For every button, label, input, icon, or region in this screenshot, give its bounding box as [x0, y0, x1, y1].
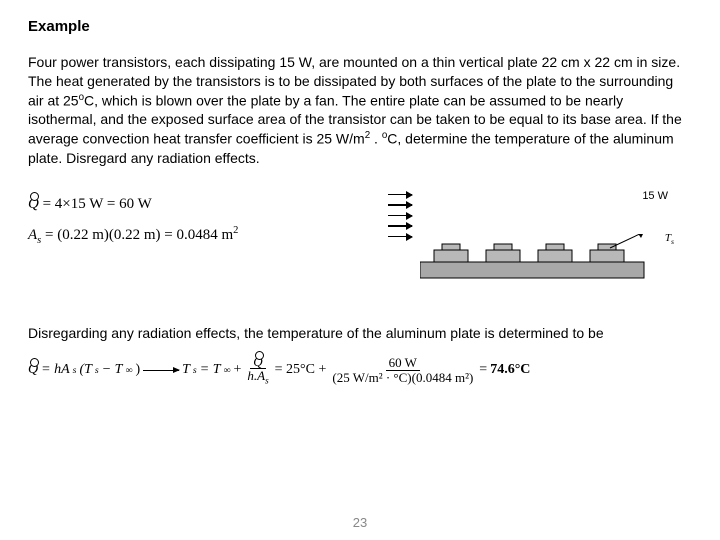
- ts-label: Ts: [665, 232, 674, 246]
- final-result-eq: =: [479, 362, 487, 378]
- transistor-icon: [538, 244, 572, 262]
- final-part1: = hA: [41, 362, 70, 378]
- final-Tsub: s: [193, 365, 197, 376]
- transistor-icon: [434, 244, 468, 262]
- flow-arrow-icon: [388, 236, 412, 238]
- fraction-1: Q h.As: [244, 355, 271, 387]
- eq2-rest: = (0.22 m)(0.22 m) = 0.0484 m: [41, 227, 233, 243]
- eq-area: As = (0.22 m)(0.22 m) = 0.0484 m2: [28, 225, 308, 246]
- diagram: 15 W Ts: [308, 190, 692, 300]
- final-result-value: 74.6°C: [490, 362, 530, 378]
- example-title: Example: [28, 18, 692, 35]
- q-dot-symbol-3: Q: [253, 355, 262, 369]
- final-25c: = 25°C +: [275, 362, 327, 378]
- frac2-num: 60 W: [386, 356, 420, 371]
- transistor-power-label: 15 W: [642, 190, 668, 202]
- problem-statement: Four power transistors, each dissipating…: [28, 53, 692, 168]
- flow-arrow-icon: [388, 225, 412, 227]
- transistor-icon: [486, 244, 520, 262]
- final-s2: s: [95, 365, 99, 376]
- plate-diagram-svg: [420, 234, 650, 284]
- final-part2: (T: [79, 362, 91, 378]
- flow-arrow-icon: [388, 194, 412, 196]
- frac1-den-b: s: [265, 376, 269, 386]
- final-Tlhs: T: [182, 362, 190, 378]
- mid-region: Q = 4×15 W = 60 W As = (0.22 m)(0.22 m) …: [28, 190, 692, 300]
- flow-arrow-icon: [388, 215, 412, 217]
- disregard-note: Disregarding any radiation effects, the …: [28, 324, 692, 343]
- A-symbol: A: [28, 227, 37, 243]
- eq-heat-rate: Q = 4×15 W = 60 W: [28, 196, 308, 213]
- final-part3: − T: [102, 362, 123, 378]
- equations-block: Q = 4×15 W = 60 W As = (0.22 m)(0.22 m) …: [28, 190, 308, 258]
- final-inf: ∞: [125, 365, 132, 376]
- fraction-2: 60 W (25 W/m² · °C)(0.0484 m²): [329, 356, 476, 384]
- transistor-icon: [590, 244, 624, 262]
- frac2-den: (25 W/m² · °C)(0.0484 m²): [329, 371, 476, 385]
- air-flow-arrows: [388, 194, 412, 247]
- final-s1: s: [73, 365, 77, 376]
- q-dot-symbol: Q: [28, 196, 39, 213]
- final-part4: ): [135, 362, 140, 378]
- page-number: 23: [0, 515, 720, 530]
- final-equation: Q = hAs(Ts − T∞) Ts = T∞ + Q h.As = 25°C…: [28, 355, 692, 387]
- final-eq-Tinf: = T: [200, 362, 221, 378]
- flow-arrow-icon: [388, 204, 412, 206]
- eq1-rest: = 4×15 W = 60 W: [39, 196, 152, 212]
- eq2-sup: 2: [233, 225, 238, 236]
- final-plus: +: [233, 362, 241, 378]
- final-inf2: ∞: [223, 365, 230, 376]
- implies-arrow-icon: [143, 370, 179, 371]
- problem-text-c: .: [370, 131, 382, 147]
- q-dot-symbol-2: Q: [28, 362, 38, 378]
- frac1-den-a: h.A: [247, 368, 265, 383]
- ts-sub: s: [671, 237, 674, 246]
